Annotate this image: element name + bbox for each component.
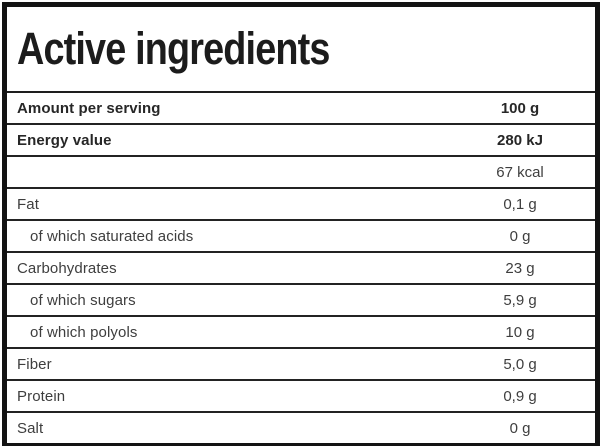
table-title: Active ingredients	[17, 23, 330, 74]
row-value: 280 kJ	[497, 131, 543, 149]
row-value: 5,0 g	[503, 355, 537, 373]
table-row: Carbohydrates 23 g	[7, 253, 595, 285]
table-row: of which saturated acids 0 g	[7, 221, 595, 253]
table-row: of which sugars 5,9 g	[7, 285, 595, 317]
row-value: 0,9 g	[503, 387, 537, 405]
table-row: Protein 0,9 g	[7, 381, 595, 413]
table-body: Energy value 280 kJ 67 kcal Fat 0,1 g of…	[7, 125, 595, 443]
row-label: Energy value	[17, 131, 112, 149]
header-label: Amount per serving	[17, 99, 161, 117]
row-value: 0 g	[509, 227, 531, 245]
row-label: of which polyols	[30, 323, 138, 341]
row-value: 0,1 g	[503, 195, 537, 213]
table-title-block: Active ingredients	[7, 7, 595, 93]
row-label: Protein	[17, 387, 66, 405]
row-label: of which sugars	[30, 291, 136, 309]
table-header-row: Amount per serving 100 g	[7, 93, 595, 125]
row-value: 23 g	[505, 259, 535, 277]
row-label: Fat	[17, 195, 39, 213]
row-label: Carbohydrates	[17, 259, 117, 277]
table-row: Energy value 280 kJ	[7, 125, 595, 157]
table-row: Fat 0,1 g	[7, 189, 595, 221]
row-value: 5,9 g	[503, 291, 537, 309]
table-row: 67 kcal	[7, 157, 595, 189]
row-value: 67 kcal	[496, 163, 544, 181]
table-row: Fiber 5,0 g	[7, 349, 595, 381]
row-label: Fiber	[17, 355, 52, 373]
row-label: Salt	[17, 419, 44, 437]
table-row: of which polyols 10 g	[7, 317, 595, 349]
row-value: 10 g	[505, 323, 535, 341]
table-row: Salt 0 g	[7, 413, 595, 443]
row-label: of which saturated acids	[30, 227, 194, 245]
row-value: 0 g	[509, 419, 531, 437]
header-value: 100 g	[500, 99, 540, 117]
